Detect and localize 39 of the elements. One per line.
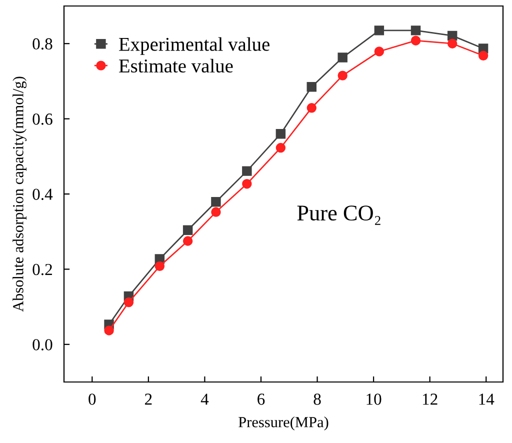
- y-tick-label: 0.4: [32, 188, 53, 200]
- point: [306, 103, 317, 113]
- point: [182, 225, 193, 235]
- legend-label: Estimate value: [119, 58, 233, 73]
- annotation: Pure CO₂: [297, 206, 380, 225]
- legend-label: Experimental value: [119, 37, 270, 55]
- y-tick-label: 0.2: [32, 264, 52, 276]
- x-tick-label: 4: [200, 394, 209, 405]
- point: [478, 50, 488, 60]
- point: [211, 207, 221, 217]
- x-tick-label: 2: [144, 394, 152, 405]
- point: [276, 128, 286, 139]
- point: [242, 178, 252, 189]
- point: [374, 46, 384, 56]
- point: [306, 82, 317, 92]
- point: [182, 236, 193, 246]
- point: [154, 261, 165, 272]
- x-tick-label: 14: [479, 394, 494, 405]
- point: [242, 166, 252, 176]
- point: [410, 36, 421, 46]
- point: [447, 38, 458, 48]
- x-tick-label: 0: [88, 394, 96, 405]
- point: [374, 26, 384, 36]
- x-tick-label: 8: [314, 394, 321, 405]
- y-axis-title: Absolute adsorption capacity(mmol/g): [12, 76, 26, 312]
- point: [211, 197, 221, 207]
- point: [276, 142, 286, 153]
- point: [338, 52, 348, 62]
- point: [124, 297, 134, 308]
- y-tick-label: 0.6: [32, 114, 52, 125]
- point: [104, 326, 114, 336]
- x-tick-label: 12: [422, 394, 438, 405]
- y-tick-label: 0.0: [32, 339, 52, 350]
- point: [338, 70, 348, 80]
- x-tick-label: 6: [258, 394, 265, 405]
- x-tick-label: 10: [366, 394, 382, 405]
- y-tick-label: 0.8: [32, 38, 52, 50]
- point: [410, 26, 421, 36]
- x-axis-title: Pressure(MPa): [238, 416, 328, 430]
